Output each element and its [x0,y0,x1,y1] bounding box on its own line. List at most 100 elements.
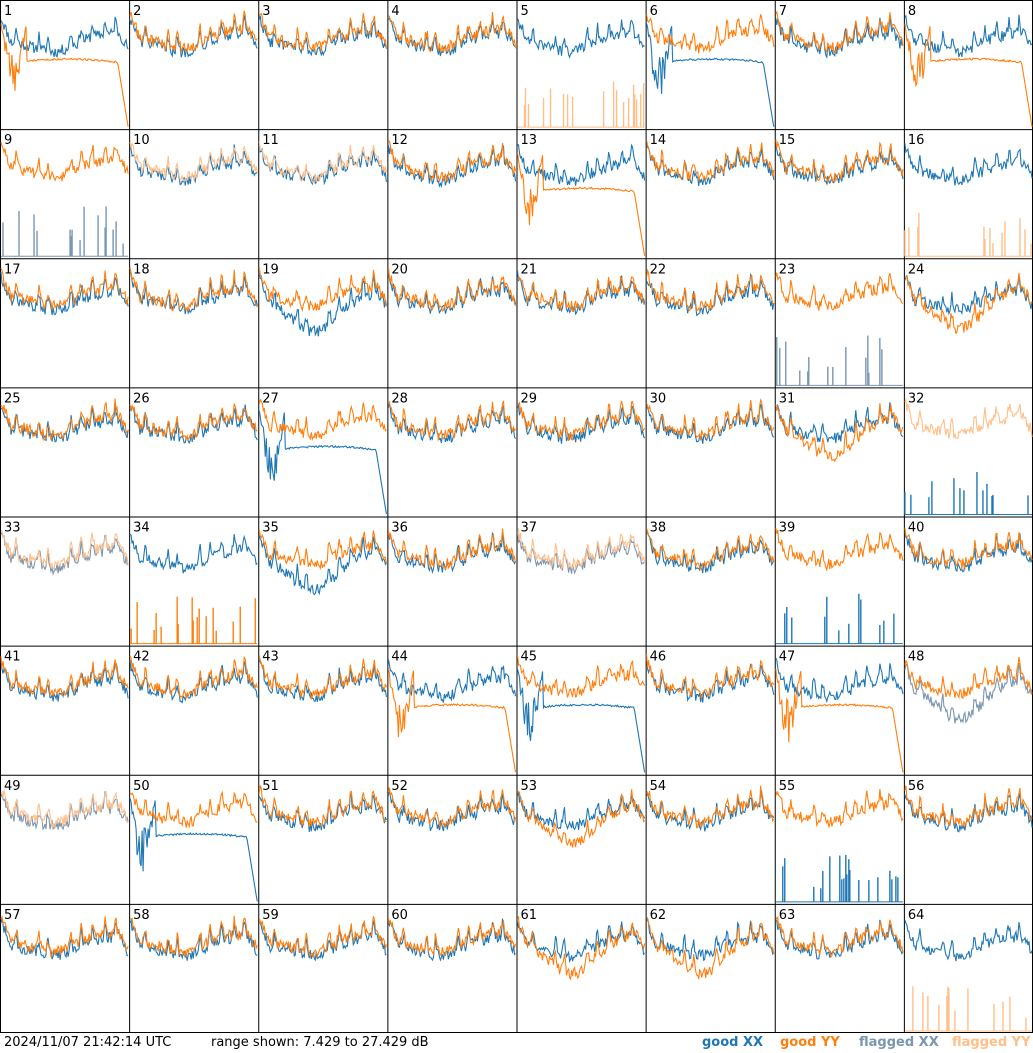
series-good-xx [904,143,1033,186]
series-good-yy [517,400,646,441]
panel-label: 57 [4,908,21,923]
panel-15: 15 [775,133,904,186]
panel-56: 56 [904,779,1033,833]
panel-8: 8 [904,4,1033,127]
series-good-yy [129,10,258,53]
series-good-xx [517,143,646,186]
series-flagged-yy [129,141,258,183]
series-good-yy [0,656,129,697]
panel-label: 55 [779,779,796,794]
series-good-xx [387,403,516,444]
series-good-yy [775,139,904,184]
series-good-yy [775,272,904,311]
panel-label: 45 [521,650,538,665]
series-good-yy [258,398,387,442]
series-good-yy [516,916,646,981]
panel-label: 41 [4,650,21,665]
panel-label: 40 [908,521,925,536]
legend-flagged-xx: flagged XX [859,1035,939,1050]
series-good-xx [904,274,1033,316]
legend-flagged-yy: flagged YY [952,1035,1031,1050]
panel-label: 1 [4,4,12,19]
panel-40: 40 [904,521,1033,573]
panel-label: 13 [521,133,538,148]
panel-5: 5 [517,4,645,128]
series-good-xx [129,533,258,574]
series-good-yy [129,655,258,699]
panel-label: 42 [133,650,150,665]
panel-label: 35 [262,521,279,536]
series-good-yy [904,656,1033,700]
series-flagged-yy [258,141,387,184]
series-good-yy [258,785,387,828]
panel-31: 31 [775,391,904,463]
panel-label: 39 [779,521,796,536]
panel-label: 50 [133,779,150,794]
panel-14: 14 [646,133,775,186]
panel-label: 31 [779,391,796,406]
panel-label: 14 [650,133,667,148]
panel-36: 36 [387,521,517,575]
panel-3: 3 [258,4,387,57]
series-good-yy [387,528,517,570]
panel-59: 59 [258,908,387,962]
series-good-yy [0,914,129,958]
series-good-xx [904,14,1033,58]
series-good-xx [517,18,645,59]
series-good-xx [646,787,775,832]
series-good-yy [258,916,387,958]
panel-label: 11 [262,133,279,148]
panel-6: 6 [646,4,775,127]
panel-label: 60 [391,908,408,923]
panel-20: 20 [387,262,517,315]
series-good-xx [646,532,775,574]
series-good-xx [258,535,387,596]
series-good-yy [775,528,904,572]
panel-39: 39 [775,521,904,645]
panel-label: 33 [4,521,21,536]
panel-label: 44 [391,650,408,665]
series-good-xx [0,660,129,702]
series-good-xx [0,402,129,443]
panel-60: 60 [387,908,517,962]
series-good-yy [904,527,1033,571]
series-good-xx [258,410,387,515]
panel-label: 56 [908,779,925,794]
panel-label: 15 [779,133,796,148]
panel-58: 58 [129,908,258,961]
series-good-yy [775,789,904,828]
series-good-xx [516,791,646,831]
panel-label: 37 [521,521,538,536]
panel-label: 52 [391,779,408,794]
panel-61: 61 [516,908,646,981]
series-good-xx [258,272,387,337]
panel-25: 25 [0,391,129,443]
panel-23: 23 [775,262,904,386]
panel-label: 36 [391,521,408,536]
series-good-yy [646,528,775,572]
panel-label: 23 [779,262,796,277]
series-good-yy [0,398,129,441]
panel-label: 18 [133,262,150,277]
panel-47: 47 [775,650,904,773]
panel-28: 28 [387,391,516,444]
panel-label: 25 [4,391,21,406]
panel-19: 19 [258,262,387,337]
panel-32: 32 [904,391,1033,515]
series-good-yy [775,403,904,463]
series-good-xx [258,15,387,57]
panel-label: 59 [262,908,279,923]
series-flagged-xx [904,662,1033,724]
series-good-xx [904,531,1033,573]
panel-50: 50 [129,779,258,902]
series-good-xx [646,404,775,444]
series-flagged-yy [0,790,129,829]
panel-48: 48 [904,650,1033,724]
panel-57: 57 [0,908,129,960]
series-good-yy [775,10,904,55]
series-good-xx [646,916,775,962]
panel-41: 41 [0,650,129,702]
panel-label: 32 [908,391,925,406]
panel-label: 48 [908,650,925,665]
